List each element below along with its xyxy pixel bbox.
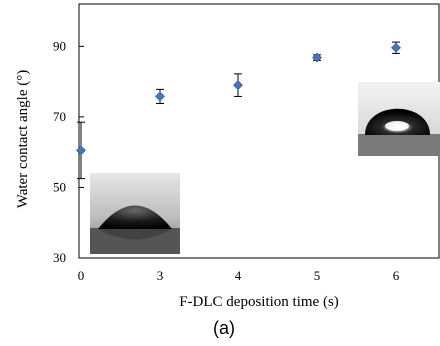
y-tick-label: 50 <box>53 179 66 194</box>
x-axis-title: F-DLC deposition time (s) <box>179 294 339 310</box>
x-tick-label: 4 <box>235 268 242 283</box>
y-tick-label: 30 <box>53 250 66 265</box>
y-tick-label: 70 <box>53 109 66 124</box>
data-marks <box>76 41 401 180</box>
x-tick-label: 3 <box>157 268 164 283</box>
data-point-group <box>391 41 401 54</box>
panel-label: (a) <box>213 318 235 338</box>
data-point-marker <box>155 91 165 102</box>
x-tick-label: 0 <box>78 268 85 283</box>
x-tick-label: 5 <box>314 268 321 283</box>
data-point-group <box>155 88 165 104</box>
data-point-marker <box>233 80 243 91</box>
data-point-marker <box>76 145 86 156</box>
data-point-marker <box>312 52 322 63</box>
axes: 30 50 70 90 0 3 4 5 6 <box>53 38 400 283</box>
droplet-low-angle-photo <box>90 173 180 254</box>
droplet-high-angle-photo <box>358 82 440 156</box>
y-tick-label: 90 <box>53 38 66 53</box>
data-point-group <box>312 52 322 63</box>
data-point-marker <box>391 42 401 53</box>
y-axis-title: Water contact angle (°) <box>15 70 31 208</box>
data-point-group <box>76 121 86 180</box>
x-tick-label: 6 <box>393 268 400 283</box>
data-point-group <box>233 73 243 97</box>
